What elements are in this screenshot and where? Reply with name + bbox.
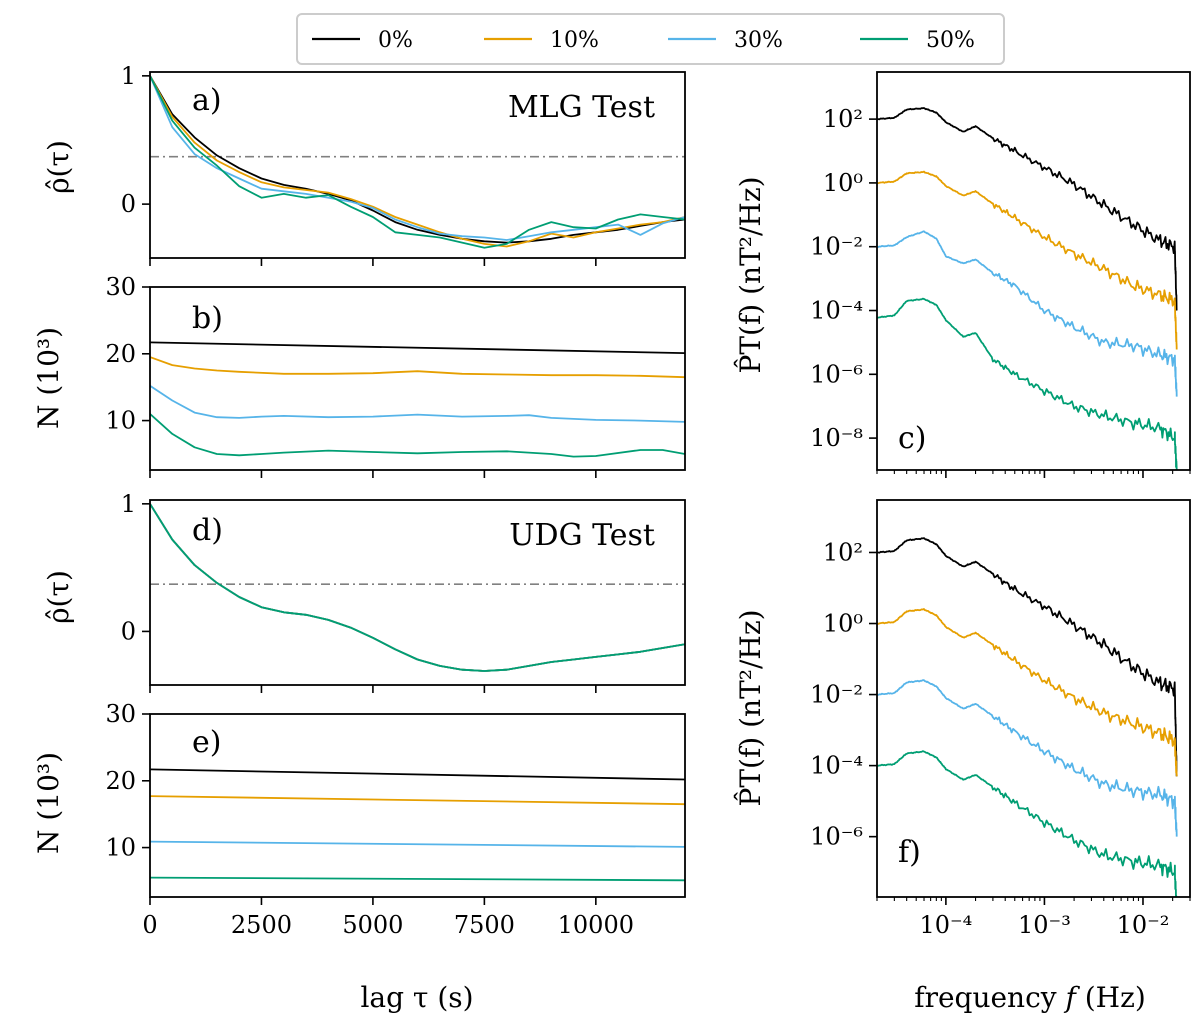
series-b-50pct: [150, 413, 685, 458]
series-c-50pct: [877, 297, 1178, 470]
ytick-label-e-10: 10: [105, 834, 136, 862]
panel-e: 0 2500 5000 7500 10000 10 20 30: [105, 700, 686, 939]
ytick-label-d-0: 0: [121, 617, 136, 645]
xtick-label-f-0.001: 10⁻³: [1018, 911, 1071, 939]
panel-b: 10 20 30: [105, 273, 686, 478]
panel-d: 01: [121, 490, 686, 693]
xlabel-lag: lag τ (s): [360, 981, 473, 1014]
frame-a: [149, 71, 686, 259]
plot-area-e: [150, 768, 685, 882]
series-e-10pct: [150, 795, 685, 806]
series-e-50pct: [150, 876, 685, 882]
plot-area-f: [877, 537, 1178, 897]
panel-title-a: MLG Test: [508, 90, 655, 125]
xtick-label-e-10000: 10000: [558, 911, 634, 939]
plot-area-b: [150, 341, 685, 458]
frame-e: [149, 713, 686, 898]
ytick-label-f-0.0001: 10⁻⁴: [810, 752, 863, 780]
ytick-label-c-100: 10²: [823, 105, 863, 133]
ytick-label-f-1: 10⁰: [823, 610, 863, 638]
plot-area-a: [150, 75, 685, 249]
series-f-10pct: [877, 608, 1178, 777]
series-b-10pct: [150, 356, 685, 379]
ytick-label-f-0.01: 10⁻²: [810, 681, 863, 709]
ytick-label-e-30: 30: [105, 700, 136, 728]
xlabel-frequency-prefix: frequency: [914, 981, 1065, 1014]
series-a-30pct: [150, 75, 685, 241]
ytick-label-b-30: 30: [105, 273, 136, 301]
series-e-0pct: [150, 768, 685, 781]
xtick-label-f-0.01: 10⁻²: [1117, 911, 1170, 939]
ytick-label-c-0.000001: 10⁻⁶: [810, 360, 863, 388]
legend: 0% 10% 30% 50%: [296, 13, 1005, 65]
ytick-label-f-100: 10²: [823, 538, 863, 566]
left-ylabel-rho-a: ρ̂(τ): [42, 140, 75, 194]
left-ylabel-N-b: N (10³): [32, 327, 65, 429]
panel-a: 01: [121, 62, 686, 266]
ytick-label-b-10: 10: [105, 407, 136, 435]
xtick-label-e-0: 0: [142, 911, 157, 939]
right-ylabel-P-c: P̂T(f) (nT²/Hz): [734, 176, 767, 373]
series-f-50pct: [877, 750, 1178, 897]
panel-label-f: f): [898, 835, 921, 870]
plot-area-c: [877, 107, 1178, 470]
legend-label-1: 10%: [550, 28, 599, 53]
panel-label-b: b): [192, 301, 223, 336]
series-f-0pct: [877, 537, 1178, 777]
series-d-50pct: [150, 503, 685, 672]
series-a-50pct: [150, 75, 685, 249]
frame-c: [876, 71, 1191, 471]
legend-label-0: 0%: [378, 28, 413, 53]
ytick-label-d-1: 1: [121, 490, 136, 518]
panel-label-a: a): [192, 83, 222, 118]
ytick-label-e-20: 20: [105, 767, 136, 795]
frame-b: [149, 286, 686, 471]
panel-c: 10⁻⁸ 10⁻⁶ 10⁻⁴ 10⁻² 10⁰ 10²: [810, 71, 1191, 478]
plot-area-d: [150, 503, 685, 672]
panel-title-d: UDG Test: [509, 518, 655, 553]
xlabel-frequency-suffix: (Hz): [1076, 981, 1146, 1014]
ytick-label-f-0.000001: 10⁻⁶: [810, 823, 863, 851]
panel-label-d: d): [192, 513, 223, 548]
ytick-label-c-1e-8: 10⁻⁸: [810, 424, 863, 452]
series-c-0pct: [877, 107, 1178, 311]
left-ylabel-rho-d: ρ̂(τ): [42, 570, 75, 624]
series-e-30pct: [150, 840, 685, 848]
series-b-30pct: [150, 385, 685, 423]
xtick-label-e-2500: 2500: [231, 911, 292, 939]
series-b-0pct: [150, 341, 685, 354]
legend-label-3: 50%: [926, 28, 975, 53]
panel-f: 10⁻⁴ 10⁻³ 10⁻² 10⁻⁶ 10⁻⁴ 10⁻² 10⁰ 10²: [810, 499, 1191, 939]
series-c-10pct: [877, 170, 1178, 350]
series-a-10pct: [150, 75, 685, 248]
ytick-label-a-1: 1: [121, 62, 136, 90]
ytick-label-c-0.0001: 10⁻⁴: [810, 297, 863, 325]
left-ylabel-N-e: N (10³): [32, 752, 65, 854]
frame-d: [149, 499, 686, 686]
ytick-label-c-0.01: 10⁻²: [810, 233, 863, 261]
xtick-label-e-5000: 5000: [342, 911, 403, 939]
frame-f: [876, 499, 1191, 898]
series-c-30pct: [877, 230, 1178, 397]
right-ylabel-P-f: P̂T(f) (nT²/Hz): [734, 609, 767, 806]
ytick-label-c-1: 10⁰: [823, 169, 863, 197]
legend-frame: [296, 13, 1005, 65]
series-f-30pct: [877, 679, 1178, 837]
ytick-label-b-20: 20: [105, 340, 136, 368]
xtick-label-f-0.0001: 10⁻⁴: [919, 911, 972, 939]
legend-label-2: 30%: [734, 28, 783, 53]
panel-label-c: c): [898, 421, 927, 456]
panel-label-e: e): [192, 725, 221, 760]
xlabel-frequency: frequency f (Hz): [914, 981, 1146, 1014]
xtick-label-e-7500: 7500: [454, 911, 515, 939]
ytick-label-a-0: 0: [121, 190, 136, 218]
